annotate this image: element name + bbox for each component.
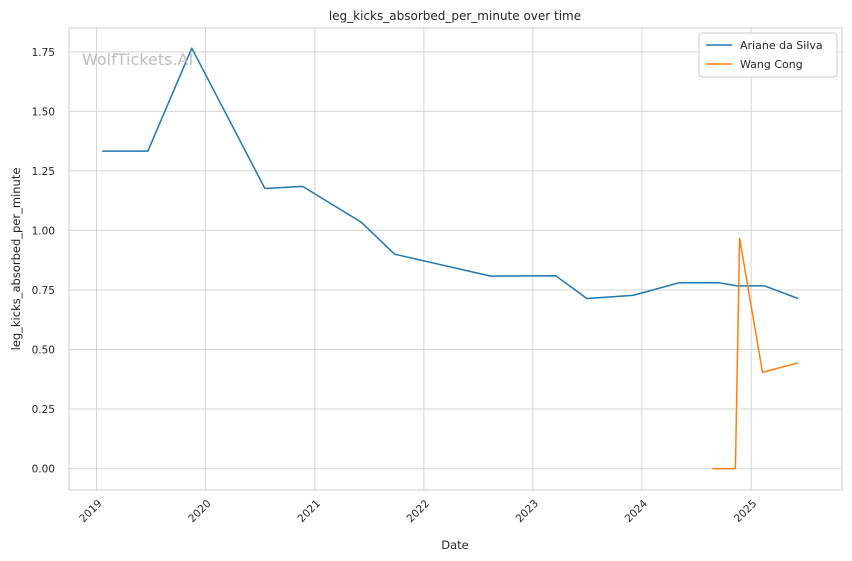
series-lines — [102, 47, 799, 470]
y-tick-label: 1.75 — [32, 47, 55, 59]
chart-title: leg_kicks_absorbed_per_minute over time — [329, 9, 581, 23]
y-axis-ticks: 0.00 0.25 0.50 0.75 1.00 1.25 1.50 1.75 — [32, 47, 55, 476]
x-axis-label: Date — [441, 538, 469, 552]
y-tick-label: 0.00 — [32, 464, 55, 476]
x-tick-label: 2023 — [514, 498, 541, 525]
x-tick-label: 2021 — [296, 498, 323, 525]
y-tick-label: 1.50 — [32, 106, 55, 118]
grid-lines — [69, 28, 842, 490]
series-line — [102, 47, 799, 300]
x-tick-label: 2022 — [405, 498, 432, 525]
legend-box — [698, 32, 838, 78]
x-axis-ticks: 2019 2020 2021 2022 2023 2024 2025 — [77, 497, 759, 525]
y-tick-label: 1.00 — [32, 225, 55, 237]
series-line — [712, 237, 799, 470]
y-axis-label: leg_kicks_absorbed_per_minute — [9, 168, 23, 351]
y-tick-label: 1.25 — [32, 166, 55, 178]
y-tick-label: 0.75 — [32, 285, 55, 297]
y-tick-label: 0.25 — [32, 404, 55, 416]
legend-label: Ariane da Silva — [740, 39, 823, 52]
x-tick-label: 2025 — [732, 498, 759, 525]
watermark: WolfTickets.AI — [82, 50, 193, 69]
x-tick-label: 2019 — [77, 498, 104, 525]
plot-frame — [68, 27, 843, 491]
x-tick-label: 2020 — [186, 498, 213, 525]
legend: Ariane da Silva Wang Cong — [698, 32, 838, 78]
y-tick-label: 0.50 — [32, 344, 55, 356]
x-tick-label: 2024 — [623, 497, 651, 525]
legend-label: Wang Cong — [740, 58, 803, 71]
